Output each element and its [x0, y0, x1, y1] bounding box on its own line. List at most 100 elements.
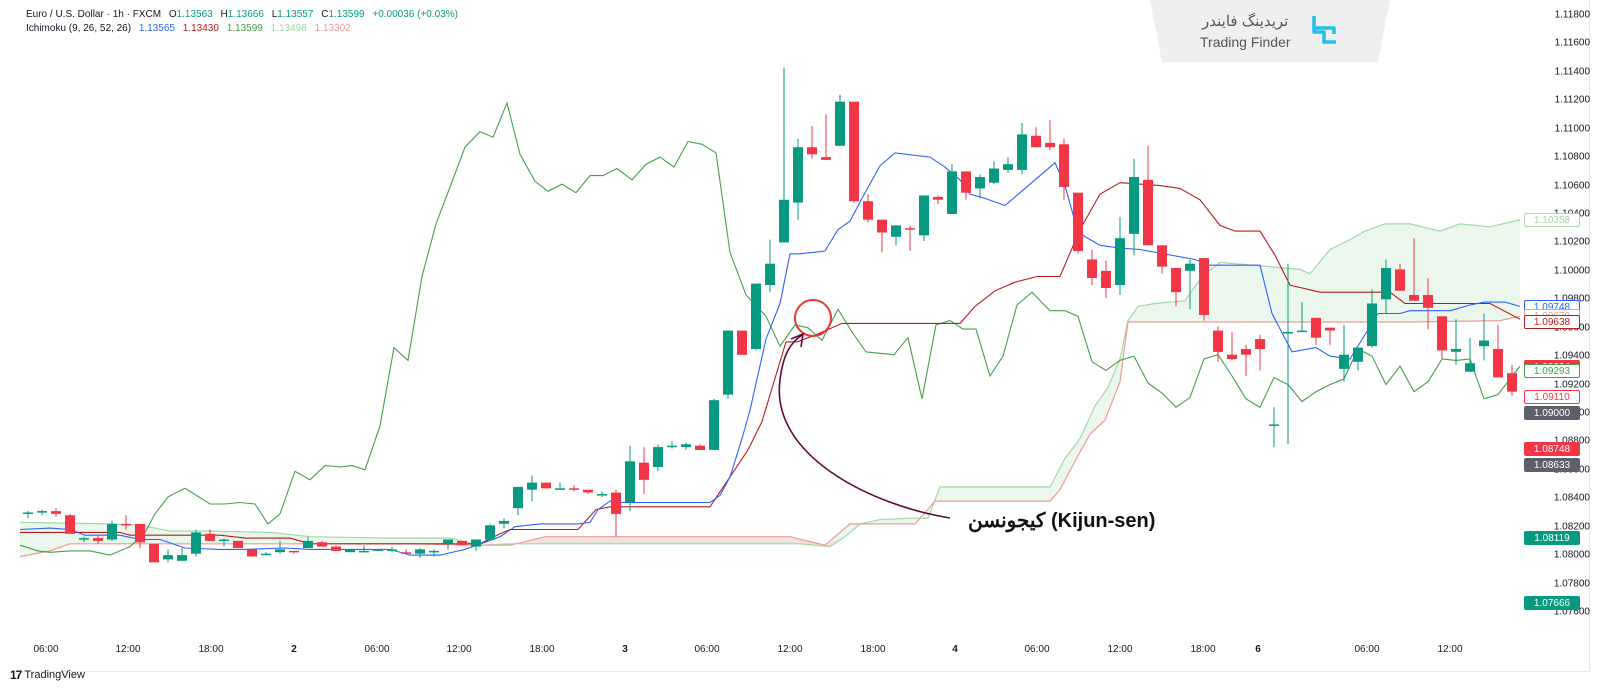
candle: [219, 538, 229, 547]
candle: [527, 475, 537, 502]
candle: [737, 330, 747, 355]
tradingview-brand[interactable]: 17 TradingView: [10, 668, 85, 682]
candle: [1409, 238, 1419, 301]
candle: [261, 552, 271, 556]
price-tick: 1.11800: [1554, 9, 1590, 21]
candle: [1325, 327, 1335, 345]
candle: [289, 550, 299, 554]
kijun-sen-label: کیجونسن (Kijun-sen): [968, 510, 1156, 532]
candle: [1059, 138, 1069, 200]
candle: [1185, 259, 1195, 310]
time-tick: 18:00: [860, 644, 886, 655]
candle: [177, 548, 187, 561]
tradingview-logo-icon: 17: [10, 668, 22, 682]
price-tick: 1.10200: [1553, 236, 1590, 248]
price-tag: 1.09000: [1524, 405, 1580, 420]
ohlc-open: O1.13563: [168, 9, 213, 20]
candle: [751, 283, 761, 351]
time-tick: 18:00: [529, 644, 555, 655]
candle: [1381, 259, 1391, 314]
price-tick: 1.09200: [1553, 379, 1590, 391]
candle: [1073, 192, 1083, 254]
span-a-value: 1.13498: [270, 23, 307, 34]
price-tick: 1.08200: [1553, 521, 1590, 533]
candle: [1045, 120, 1055, 150]
candle: [1003, 157, 1013, 173]
candle: [1395, 263, 1405, 291]
time-tick: 06:00: [364, 644, 390, 655]
price-tick: 1.09400: [1553, 350, 1590, 362]
candle: [513, 486, 523, 516]
candle: [79, 536, 89, 543]
candle: [331, 545, 341, 551]
candle: [317, 540, 327, 547]
candle: [695, 444, 705, 450]
tenkan-value: 1.13565: [138, 23, 175, 34]
candle: [1437, 316, 1447, 359]
price-tag: 1.07666: [1524, 595, 1580, 610]
chikou-value: 1.13599: [226, 23, 263, 34]
candle: [975, 174, 985, 199]
candle: [1115, 216, 1125, 295]
candle: [345, 549, 355, 553]
price-tick: 1.07800: [1553, 578, 1590, 590]
price-tag: 1.09293: [1524, 364, 1580, 379]
indicator-name[interactable]: Ichimoku (9, 26, 52, 26): [26, 23, 132, 34]
candle: [1101, 260, 1111, 298]
candle: [919, 195, 929, 241]
candle: [1199, 258, 1209, 321]
price-tick: 1.11400: [1554, 66, 1590, 78]
candle: [625, 445, 635, 512]
candlesticks: [23, 67, 1517, 563]
price-tick: 1.10800: [1553, 151, 1590, 163]
candle: [569, 485, 579, 492]
chikou-span-line: [19, 101, 1520, 556]
candle: [1353, 347, 1363, 371]
candle: [1031, 127, 1041, 148]
kijun-sen-line: [20, 182, 1520, 545]
candle: [1479, 313, 1489, 361]
price-chart-plot[interactable]: [10, 0, 1520, 640]
price-axis[interactable]: 1.11800 1.11600 1.11400 1.11200 1.11000 1.108…: [1520, 0, 1600, 660]
trading-finder-logo-icon: [1312, 16, 1336, 44]
candle: [1493, 324, 1503, 378]
candle: [1143, 145, 1153, 246]
candle: [1297, 302, 1307, 333]
price-tag: 1.10358: [1524, 212, 1580, 227]
candle: [863, 194, 873, 223]
price-tag: 1.08119: [1524, 531, 1580, 546]
time-tick: 12:00: [1437, 644, 1463, 655]
candle: [205, 529, 215, 541]
ichimoku-lines: [19, 101, 1520, 558]
time-tick: 12:00: [115, 644, 141, 655]
candle: [415, 548, 425, 558]
candle: [1311, 317, 1321, 345]
candle: [807, 125, 817, 159]
candle: [849, 101, 859, 203]
trading-finder-watermark: تریدینگ فایندر Trading Finder: [1150, 0, 1390, 62]
span-b-value: 1.13302: [314, 23, 351, 34]
candle: [835, 94, 845, 146]
candle: [793, 138, 803, 220]
price-tag: 1.09638: [1524, 315, 1580, 330]
highlight-circle: [794, 299, 832, 337]
candle: [961, 171, 971, 200]
candle: [1367, 289, 1377, 348]
candle: [107, 521, 117, 541]
time-tick: 3: [622, 644, 628, 655]
time-tick: 06:00: [1024, 644, 1050, 655]
symbol-row: Euro / U.S. Dollar · 1h · FXCM O1.13563 …: [26, 8, 463, 22]
candle: [457, 540, 467, 546]
candle: [1283, 263, 1293, 445]
candle: [471, 539, 481, 551]
candle: [611, 489, 621, 537]
candle: [583, 489, 593, 494]
candle: [1241, 344, 1251, 376]
candle: [541, 482, 551, 489]
candle: [1129, 158, 1139, 256]
time-axis[interactable]: 06:00 12:00 18:00 2 06:00 12:00 18:00 3 06:00 12:…: [10, 640, 1520, 660]
candle: [1213, 326, 1223, 362]
price-tick: 1.07600: [1553, 606, 1590, 618]
candle: [1255, 334, 1265, 371]
symbol-title[interactable]: Euro / U.S. Dollar · 1h · FXCM: [26, 9, 162, 20]
